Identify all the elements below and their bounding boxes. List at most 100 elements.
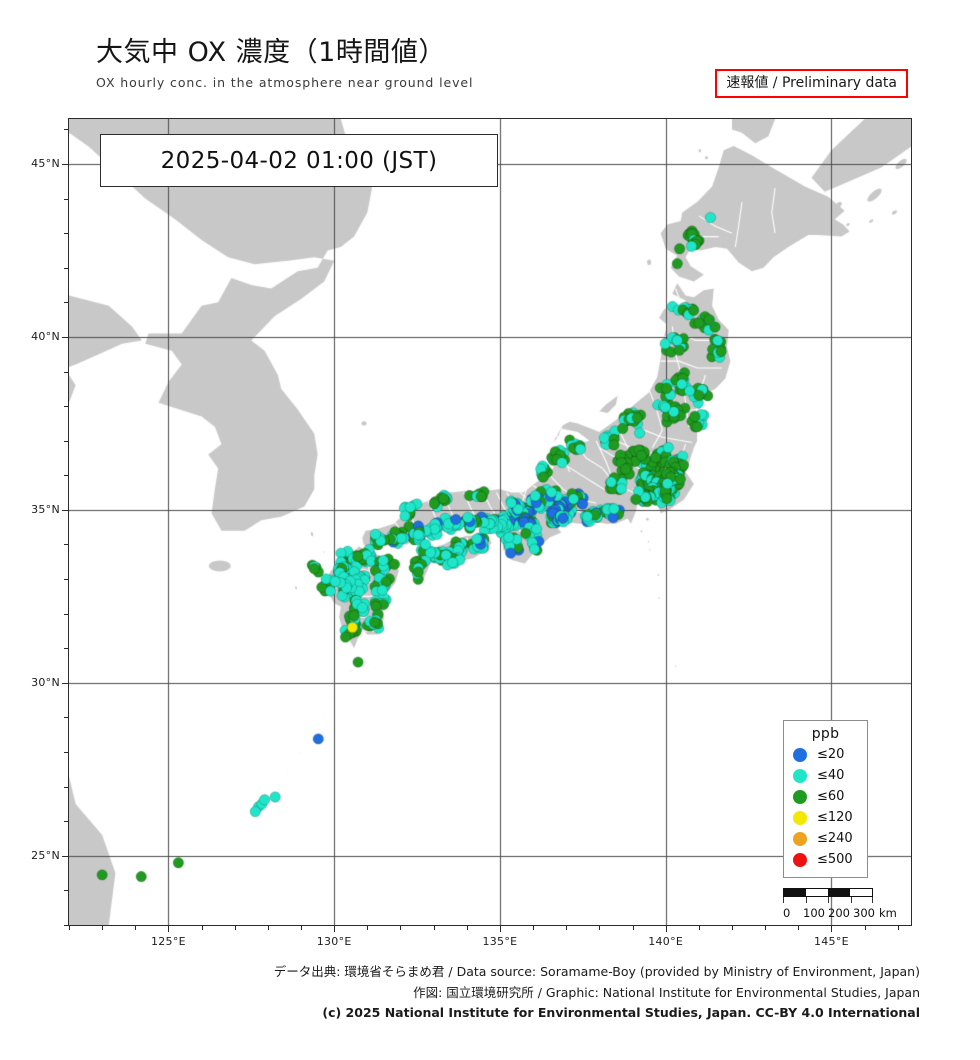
legend-swatch-6 xyxy=(793,852,807,867)
scale-bar-label: 0 xyxy=(783,906,791,920)
legend-label: ≤40 xyxy=(817,768,845,783)
x-axis-minor-tick xyxy=(864,926,866,930)
x-axis-tick-label: 135°E xyxy=(482,935,518,948)
y-axis-minor-tick xyxy=(64,267,68,269)
scale-bar-segment-3 xyxy=(828,889,850,896)
legend-swatch-3 xyxy=(793,789,807,804)
legend-item: ≤20 xyxy=(784,744,867,765)
scale-bar-label: 200 xyxy=(828,906,850,920)
y-axis-minor-tick xyxy=(64,613,68,615)
y-axis-tick-label: 30°N xyxy=(31,675,60,689)
x-axis-tick xyxy=(499,926,501,932)
x-axis-minor-tick xyxy=(400,926,402,930)
scale-bar-segment-2 xyxy=(806,889,828,896)
y-axis-tick xyxy=(62,509,68,511)
y-axis-minor-tick xyxy=(64,302,68,304)
legend-item: ≤120 xyxy=(784,807,867,828)
timestamp-text: 2025-04-02 01:00 (JST) xyxy=(160,147,438,174)
x-axis-tick xyxy=(334,926,336,932)
legend-item: ≤500 xyxy=(784,849,867,870)
scale-bar-label: km xyxy=(879,906,897,920)
y-axis-tick-label: 45°N xyxy=(31,156,60,170)
page-title: 大気中 OX 濃度（1時間値） xyxy=(96,37,446,68)
scale-bar-tick-2 xyxy=(828,897,829,903)
x-axis-minor-tick xyxy=(599,926,601,930)
y-axis-minor-tick xyxy=(64,406,68,408)
y-axis-minor-tick xyxy=(64,198,68,200)
y-axis-minor-tick xyxy=(64,440,68,442)
footer-line-2: 作図: 国立環境研究所 / Graphic: National Institut… xyxy=(413,984,920,1000)
y-axis-minor-tick xyxy=(64,544,68,546)
x-axis-minor-tick xyxy=(102,926,104,930)
legend-swatch-2 xyxy=(793,768,807,783)
legend-title: ppb xyxy=(811,726,840,742)
x-axis-minor-tick xyxy=(897,926,899,930)
preliminary-data-badge: 速報値 / Preliminary data xyxy=(715,69,908,99)
legend-rows: ≤20 ≤40 ≤60 ≤120 ≤240 ≤500 xyxy=(784,744,867,870)
x-axis-minor-tick xyxy=(765,926,767,930)
y-axis-tick-label: 25°N xyxy=(31,848,60,862)
y-axis-minor-tick xyxy=(64,752,68,754)
legend-item: ≤40 xyxy=(784,765,867,786)
x-axis-tick-label: 145°E xyxy=(813,935,849,948)
scale-bar-track xyxy=(783,888,873,897)
scale-bar-segment-1 xyxy=(784,889,806,896)
timestamp-box: 2025-04-02 01:00 (JST) xyxy=(100,134,498,187)
y-axis-minor-tick xyxy=(64,648,68,650)
title-block: 大気中 OX 濃度（1時間値） OX hourly conc. in the a… xyxy=(96,38,656,90)
x-axis-tick xyxy=(831,926,833,932)
y-axis-tick xyxy=(62,163,68,165)
y-axis-minor-tick xyxy=(64,821,68,823)
x-axis-minor-tick xyxy=(466,926,468,930)
legend-item: ≤60 xyxy=(784,786,867,807)
x-axis-minor-tick xyxy=(367,926,369,930)
legend-swatch-5 xyxy=(793,831,807,846)
x-axis-minor-tick xyxy=(234,926,236,930)
x-axis-minor-tick xyxy=(301,926,303,930)
y-axis-minor-tick xyxy=(64,925,68,926)
footer-line-1: データ出典: 環境省そらまめ君 / Data source: Soramame-… xyxy=(273,964,920,979)
legend-label: ≤60 xyxy=(817,789,845,804)
scale-bar-tick-0 xyxy=(783,897,784,903)
x-axis-tick xyxy=(665,926,667,932)
y-axis-minor-tick xyxy=(64,475,68,477)
page-subtitle: OX hourly conc. in the atmosphere near g… xyxy=(96,74,474,90)
x-axis-minor-tick xyxy=(566,926,568,930)
x-axis-minor-tick xyxy=(632,926,634,930)
map-canvas[interactable] xyxy=(69,119,911,925)
scale-bar-tick-3 xyxy=(850,897,852,903)
footer: データ出典: 環境省そらまめ君 / Data source: Soramame-… xyxy=(0,962,920,1024)
y-axis-minor-tick xyxy=(64,129,68,131)
x-axis-minor-tick xyxy=(698,926,700,930)
x-axis-tick-label: 125°E xyxy=(150,935,186,948)
x-axis-minor-tick xyxy=(135,926,137,930)
y-axis-minor-tick xyxy=(64,890,68,892)
scale-bar: 0 100 200 300 km xyxy=(783,888,897,920)
x-axis-minor-tick xyxy=(69,926,70,930)
legend-swatch-4 xyxy=(793,810,807,825)
y-axis-tick-label: 35°N xyxy=(31,502,60,516)
map-plot-area[interactable] xyxy=(68,118,912,926)
legend-box: ppb ≤20 ≤40 ≤60 ≤120 ≤240 ≤500 xyxy=(783,720,868,878)
y-axis-minor-tick xyxy=(64,579,68,581)
x-axis-minor-tick xyxy=(267,926,269,930)
x-axis-minor-tick xyxy=(201,926,203,930)
y-axis-minor-tick xyxy=(64,717,68,719)
legend-label: ≤20 xyxy=(817,747,845,762)
scale-bar-tick-4 xyxy=(872,897,873,903)
scale-bar-label: 100 xyxy=(803,906,825,920)
y-axis-tick-label: 40°N xyxy=(31,329,60,343)
y-axis-minor-tick xyxy=(64,371,68,373)
legend-label: ≤240 xyxy=(817,831,853,846)
legend-swatch-1 xyxy=(793,747,807,762)
scale-bar-segment-4 xyxy=(850,889,872,896)
x-axis-minor-tick xyxy=(433,926,435,930)
x-axis-minor-tick xyxy=(731,926,733,930)
y-axis-minor-tick xyxy=(64,786,68,788)
y-axis-tick xyxy=(62,682,68,684)
x-axis-minor-tick xyxy=(798,926,800,930)
x-axis-tick-label: 130°E xyxy=(316,935,352,948)
footer-line-3: (c) 2025 National Institute for Environm… xyxy=(322,1005,920,1021)
legend-label: ≤500 xyxy=(817,852,853,867)
legend-item: ≤240 xyxy=(784,828,867,849)
